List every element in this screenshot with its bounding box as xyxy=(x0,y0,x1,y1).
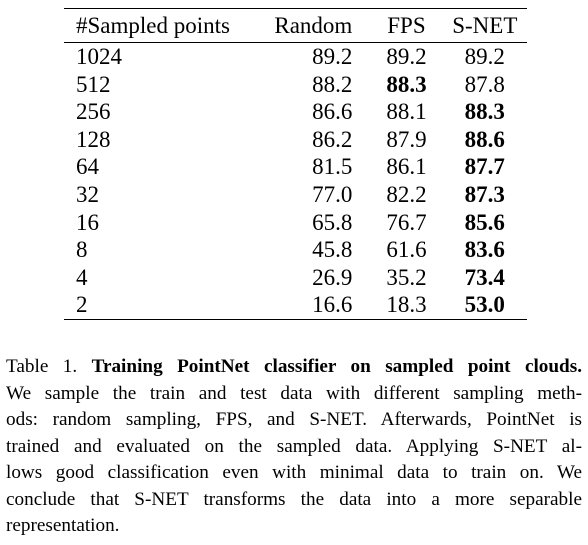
caption-line: conclude that S-NET transforms the data … xyxy=(6,488,582,510)
table-header: #Sampled points Random FPS S-NET xyxy=(64,8,527,43)
table-row: 512 88.2 88.3 87.8 xyxy=(64,71,527,99)
cell-fps: 82.2 xyxy=(386,181,427,207)
caption-label: Table 1. xyxy=(6,356,92,377)
cell-sampled-points: 32 xyxy=(76,181,99,207)
cell-fps: 35.2 xyxy=(386,264,427,290)
table-row: 4 26.9 35.2 73.4 xyxy=(64,264,527,292)
table-row: 64 81.5 86.1 87.7 xyxy=(64,153,527,181)
table-row: 16 65.8 76.7 85.6 xyxy=(64,209,527,237)
cell-fps: 88.3 xyxy=(386,71,427,97)
cell-snet: 73.4 xyxy=(464,264,505,290)
cell-sampled-points: 256 xyxy=(76,99,111,125)
cell-random: 89.2 xyxy=(312,44,353,69)
cell-snet: 89.2 xyxy=(464,44,505,69)
table-row: 256 86.6 88.1 88.3 xyxy=(64,98,527,126)
cell-random: 45.8 xyxy=(312,237,353,263)
cell-random: 88.2 xyxy=(312,71,353,97)
cell-fps: 18.3 xyxy=(370,291,443,320)
caption-line-first: Table 1. Training PointNet classifier on… xyxy=(6,354,582,381)
caption-line: ods: random sampling, FPS, and S-NET. Af… xyxy=(6,409,582,430)
table-body: 1024 89.2 89.2 89.2 512 88.2 88.3 87.8 256 86.6 88… xyxy=(64,43,527,320)
cell-fps: 86.1 xyxy=(386,154,427,180)
cell-fps: 88.1 xyxy=(386,99,427,125)
cell-sampled-points: 2 xyxy=(64,291,257,320)
cell-sampled-points: 8 xyxy=(76,237,88,263)
cell-random: 77.0 xyxy=(312,181,353,207)
cell-snet: 87.7 xyxy=(464,154,505,180)
cell-snet: 85.6 xyxy=(464,209,505,235)
header-sampled-points: #Sampled points xyxy=(64,8,257,43)
header-fps: FPS xyxy=(370,8,443,43)
table-row: 32 77.0 82.2 87.3 xyxy=(64,181,527,209)
header-row: #Sampled points Random FPS S-NET xyxy=(64,8,527,43)
cell-random: 86.6 xyxy=(312,99,353,125)
cell-fps: 76.7 xyxy=(386,209,427,235)
header-random: Random xyxy=(256,8,371,43)
cell-fps: 87.9 xyxy=(386,126,427,152)
cell-sampled-points: 128 xyxy=(76,126,111,152)
cell-sampled-points: 4 xyxy=(76,264,88,290)
cell-random: 81.5 xyxy=(312,154,353,180)
cell-snet: 87.3 xyxy=(464,181,505,207)
cell-snet: 88.6 xyxy=(464,126,505,152)
table-caption: Table 1. Training PointNet classifier on… xyxy=(6,354,582,540)
table-row: 1024 89.2 89.2 89.2 xyxy=(64,43,527,71)
caption-line: trained and evaluated on the sampled dat… xyxy=(6,435,582,457)
cell-random: 26.9 xyxy=(312,264,353,290)
caption-title: Training PointNet classifier on sampled … xyxy=(91,356,582,377)
cell-snet: 83.6 xyxy=(464,237,505,263)
header-snet: S-NET xyxy=(442,8,527,43)
cell-random: 65.8 xyxy=(312,209,353,235)
cell-fps: 61.6 xyxy=(386,237,427,263)
caption-line: representation. xyxy=(6,515,120,536)
results-table-container: #Sampled points Random FPS S-NET 1024 89.… xyxy=(64,8,527,320)
cell-random: 16.6 xyxy=(256,291,371,320)
cell-sampled-points: 512 xyxy=(76,71,111,97)
table-row: 2 16.6 18.3 53.0 xyxy=(64,291,527,320)
cell-sampled-points: 64 xyxy=(76,154,99,180)
cell-sampled-points: 1024 xyxy=(76,44,122,69)
cell-fps: 89.2 xyxy=(386,44,427,69)
results-table: #Sampled points Random FPS S-NET 1024 89.… xyxy=(64,8,527,320)
table-row: 8 45.8 61.6 83.6 xyxy=(64,236,527,264)
table-row: 128 86.2 87.9 88.6 xyxy=(64,126,527,154)
cell-snet: 53.0 xyxy=(442,291,527,320)
caption-line: We sample the train and test data with d… xyxy=(6,382,582,404)
cell-sampled-points: 16 xyxy=(76,209,99,235)
cell-snet: 88.3 xyxy=(464,99,505,125)
caption-line: lows good classification even with minim… xyxy=(6,462,582,483)
cell-snet: 87.8 xyxy=(464,71,505,97)
cell-random: 86.2 xyxy=(312,126,353,152)
